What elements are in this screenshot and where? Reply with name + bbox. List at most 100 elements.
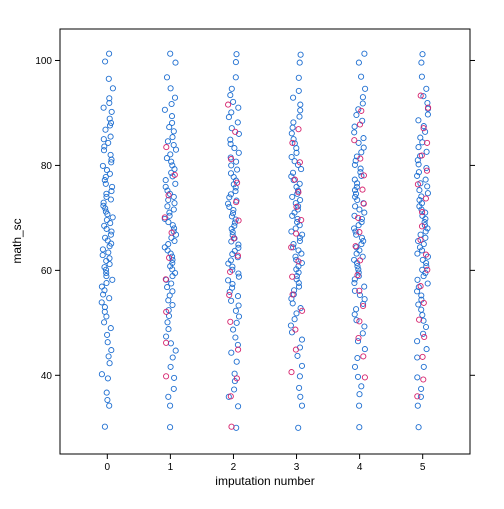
observed-point bbox=[228, 297, 235, 304]
observed-point bbox=[354, 263, 361, 270]
imputed-point bbox=[289, 273, 296, 280]
observed-point bbox=[233, 319, 240, 326]
observed-point bbox=[109, 183, 116, 190]
observed-point bbox=[362, 85, 369, 92]
observed-point bbox=[359, 253, 366, 260]
imputed-point bbox=[233, 375, 240, 382]
imputed-point bbox=[295, 126, 302, 133]
imputed-point bbox=[293, 203, 300, 210]
observed-point bbox=[297, 393, 304, 400]
y-tick-label: 40 bbox=[41, 371, 53, 382]
observed-point bbox=[170, 385, 177, 392]
y-axis-title: math_sc bbox=[10, 218, 24, 263]
observed-point bbox=[102, 266, 110, 273]
observed-point bbox=[414, 250, 421, 257]
observed-point bbox=[169, 259, 176, 267]
observed-point bbox=[235, 313, 243, 320]
observed-point bbox=[103, 167, 111, 174]
imputed-point bbox=[292, 326, 299, 333]
observed-point bbox=[232, 334, 239, 341]
observed-point bbox=[358, 234, 365, 241]
imputed-point bbox=[420, 125, 427, 132]
observed-point bbox=[298, 362, 306, 369]
imputed-point bbox=[417, 236, 424, 243]
imputed-point bbox=[234, 252, 241, 259]
observed-point bbox=[296, 180, 303, 187]
observed-point bbox=[105, 139, 112, 146]
imputed-point bbox=[357, 257, 364, 264]
observed-point bbox=[108, 159, 115, 166]
observed-point bbox=[225, 277, 232, 284]
y-tick-label: 60 bbox=[41, 266, 53, 277]
observed-point bbox=[360, 237, 367, 245]
imputed-point bbox=[227, 318, 234, 325]
observed-point bbox=[354, 338, 362, 345]
observed-point bbox=[229, 263, 236, 270]
x-axis-title: imputation number bbox=[215, 474, 314, 488]
observed-point bbox=[423, 85, 430, 92]
observed-point bbox=[358, 73, 365, 80]
observed-point bbox=[419, 51, 426, 58]
imputed-point bbox=[299, 307, 306, 314]
observed-point bbox=[101, 423, 108, 430]
imputed-point bbox=[360, 302, 367, 310]
observed-point bbox=[104, 339, 111, 346]
imputed-point bbox=[235, 346, 242, 353]
imputed-point bbox=[356, 318, 363, 325]
imputed-point bbox=[295, 189, 302, 196]
observed-point bbox=[298, 250, 305, 257]
observed-point bbox=[105, 249, 112, 256]
imputed-point bbox=[234, 179, 241, 186]
observed-point bbox=[169, 354, 176, 361]
observed-point bbox=[420, 93, 427, 100]
imputed-point bbox=[168, 229, 175, 236]
observed-point bbox=[107, 231, 114, 238]
observed-point bbox=[233, 358, 240, 365]
observed-point bbox=[295, 87, 302, 94]
observed-point bbox=[419, 311, 426, 319]
observed-point bbox=[230, 326, 237, 333]
observed-point bbox=[165, 393, 172, 400]
observed-point bbox=[414, 374, 421, 381]
observed-point bbox=[414, 172, 421, 179]
observed-point bbox=[414, 276, 421, 283]
x-tick-label: 0 bbox=[105, 462, 111, 473]
observed-point bbox=[165, 326, 172, 333]
observed-point bbox=[424, 183, 431, 190]
observed-point bbox=[235, 104, 242, 111]
observed-point bbox=[359, 100, 366, 107]
observed-point bbox=[102, 58, 109, 65]
observed-point bbox=[418, 247, 426, 254]
observed-point bbox=[296, 59, 303, 66]
observed-point bbox=[415, 301, 422, 308]
observed-point bbox=[288, 153, 295, 161]
observed-point bbox=[105, 75, 112, 82]
observed-point bbox=[228, 109, 235, 116]
imputed-point bbox=[422, 251, 430, 258]
observed-point bbox=[295, 283, 303, 290]
observed-point bbox=[164, 284, 171, 291]
observed-point bbox=[169, 222, 176, 229]
observed-point bbox=[298, 336, 306, 343]
data-points bbox=[98, 50, 432, 431]
observed-point bbox=[106, 261, 113, 268]
imputed-point bbox=[292, 346, 299, 353]
observed-point bbox=[106, 402, 113, 409]
observed-point bbox=[289, 193, 296, 200]
observed-point bbox=[296, 384, 303, 391]
observed-point bbox=[106, 243, 113, 250]
observed-point bbox=[167, 250, 174, 257]
observed-point bbox=[353, 250, 360, 257]
imputed-point bbox=[361, 374, 368, 381]
observed-point bbox=[418, 206, 425, 213]
observed-point bbox=[297, 107, 304, 114]
observed-point bbox=[235, 270, 242, 277]
observed-point bbox=[422, 228, 429, 235]
observed-point bbox=[235, 403, 242, 410]
x-tick-label: 3 bbox=[294, 462, 300, 473]
observed-point bbox=[234, 293, 242, 300]
observed-point bbox=[421, 219, 428, 226]
observed-point bbox=[228, 162, 235, 169]
observed-point bbox=[414, 354, 421, 361]
